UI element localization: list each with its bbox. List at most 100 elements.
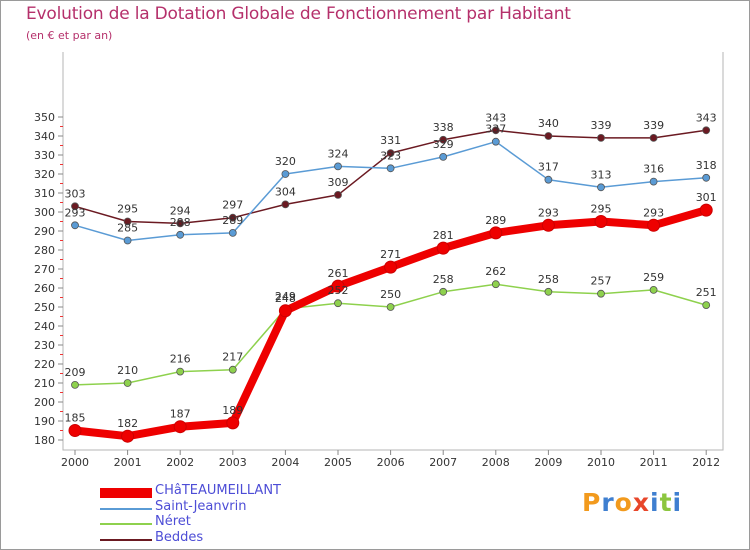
data-label: 320 bbox=[275, 155, 296, 168]
logo-letter: t bbox=[659, 488, 673, 517]
data-point bbox=[384, 260, 398, 274]
data-point bbox=[334, 162, 342, 171]
data-point bbox=[439, 135, 448, 144]
y-tick-label: 330 bbox=[34, 149, 55, 162]
data-label: 323 bbox=[380, 149, 401, 162]
x-tick-label: 2006 bbox=[377, 456, 405, 469]
data-label: 340 bbox=[538, 117, 559, 130]
data-point bbox=[123, 217, 132, 226]
data-label: 261 bbox=[328, 267, 349, 280]
data-point bbox=[439, 152, 448, 161]
data-point bbox=[226, 416, 240, 430]
legend-label-neret: Néret bbox=[155, 514, 191, 529]
data-point bbox=[278, 304, 292, 318]
data-label: 248 bbox=[275, 292, 296, 305]
data-label: 324 bbox=[328, 147, 349, 160]
data-point bbox=[123, 236, 132, 245]
data-point bbox=[71, 202, 79, 211]
data-point bbox=[597, 133, 605, 142]
y-tick-label: 280 bbox=[34, 244, 55, 257]
y-tick-label: 240 bbox=[34, 320, 55, 333]
logo-letter: i bbox=[650, 488, 660, 517]
x-tick-label: 2003 bbox=[219, 456, 247, 469]
data-label: 304 bbox=[275, 185, 296, 198]
data-label: 293 bbox=[538, 206, 559, 219]
legend-swatch-beddes bbox=[100, 538, 152, 541]
data-point bbox=[228, 365, 237, 374]
data-label: 339 bbox=[643, 119, 664, 132]
data-point bbox=[386, 164, 395, 173]
data-label: 209 bbox=[65, 366, 86, 379]
data-label: 293 bbox=[643, 206, 664, 219]
y-tick-label: 260 bbox=[34, 282, 55, 295]
data-label: 249 bbox=[275, 290, 296, 303]
data-label: 271 bbox=[380, 248, 401, 261]
data-label: 250 bbox=[380, 288, 401, 301]
chart-title: Evolution de la Dotation Globale de Fonc… bbox=[26, 4, 571, 24]
data-label: 343 bbox=[696, 111, 717, 124]
data-point bbox=[491, 126, 500, 135]
data-label: 258 bbox=[433, 273, 454, 286]
data-point bbox=[597, 183, 605, 192]
y-tick-label: 190 bbox=[34, 415, 55, 428]
x-tick-label: 2008 bbox=[482, 456, 510, 469]
y-tick-label: 230 bbox=[34, 339, 55, 352]
x-tick-label: 2010 bbox=[587, 456, 615, 469]
x-tick-label: 2000 bbox=[61, 456, 89, 469]
data-point bbox=[176, 230, 185, 239]
data-label: 309 bbox=[328, 176, 349, 189]
data-label: 258 bbox=[538, 273, 559, 286]
data-point bbox=[123, 379, 132, 387]
data-label: 185 bbox=[65, 412, 86, 425]
data-label: 281 bbox=[433, 229, 454, 242]
legend-swatch-chateaumeillant bbox=[100, 488, 152, 498]
data-point bbox=[331, 279, 345, 293]
data-label: 182 bbox=[117, 417, 138, 430]
x-tick-label: 2005 bbox=[324, 456, 352, 469]
logo-letter: r bbox=[601, 488, 615, 517]
data-label: 189 bbox=[222, 404, 243, 417]
y-tick-label: 300 bbox=[34, 206, 55, 219]
data-point bbox=[281, 170, 290, 178]
data-point bbox=[176, 367, 185, 376]
y-tick-label: 350 bbox=[34, 111, 55, 124]
legend-label-saint-jeanvrin: Saint-Jeanvrin bbox=[155, 498, 247, 514]
data-label: 289 bbox=[222, 214, 243, 227]
y-tick-label: 210 bbox=[34, 377, 55, 390]
logo-letter: o bbox=[614, 488, 633, 517]
data-point bbox=[647, 218, 661, 232]
y-tick-label: 250 bbox=[34, 301, 55, 314]
data-label: 288 bbox=[170, 216, 191, 229]
data-label: 210 bbox=[117, 364, 138, 377]
data-label: 187 bbox=[170, 408, 191, 421]
data-label: 313 bbox=[591, 168, 612, 181]
data-point bbox=[699, 203, 713, 217]
data-point bbox=[649, 285, 658, 294]
data-label: 301 bbox=[696, 191, 717, 204]
data-label: 262 bbox=[485, 265, 506, 278]
data-label: 295 bbox=[591, 203, 612, 216]
data-label: 217 bbox=[222, 351, 243, 364]
data-label: 216 bbox=[170, 353, 191, 366]
y-tick-label: 220 bbox=[34, 358, 55, 371]
data-label: 343 bbox=[485, 111, 506, 124]
plot-area-border bbox=[62, 52, 724, 451]
data-point bbox=[702, 173, 711, 182]
data-label: 252 bbox=[328, 284, 349, 297]
data-point bbox=[702, 301, 711, 310]
data-point bbox=[544, 132, 553, 140]
data-label: 303 bbox=[65, 187, 86, 200]
data-label: 293 bbox=[65, 206, 86, 219]
data-label: 316 bbox=[643, 163, 664, 176]
data-point bbox=[176, 219, 185, 228]
data-point bbox=[334, 190, 342, 199]
data-label: 257 bbox=[591, 275, 612, 288]
data-point bbox=[491, 280, 500, 289]
data-point bbox=[228, 228, 237, 237]
data-point bbox=[702, 126, 711, 135]
y-tick-label: 200 bbox=[34, 396, 55, 409]
x-tick-label: 2004 bbox=[271, 456, 299, 469]
data-point bbox=[436, 241, 450, 255]
y-tick-label: 290 bbox=[34, 225, 55, 238]
